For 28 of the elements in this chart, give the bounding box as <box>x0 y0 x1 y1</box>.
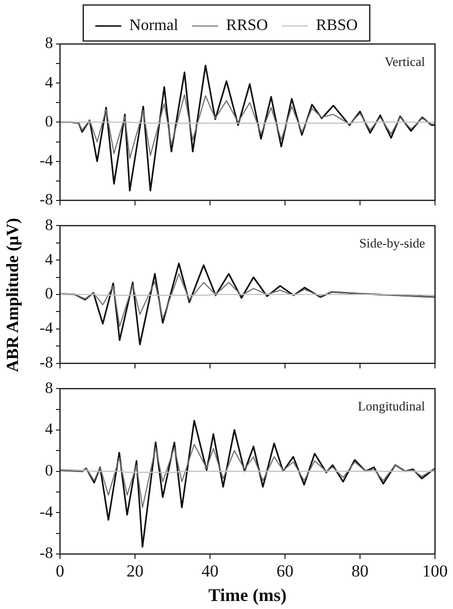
x-tick-label: 20 <box>126 562 144 581</box>
annotation: Side-by-side <box>359 236 426 251</box>
y-tick-label: -8 <box>40 192 53 209</box>
y-axis-title: ABR Amplitude (μV) <box>3 216 23 374</box>
x-tick-label: 80 <box>352 562 368 581</box>
legend-label: Normal <box>129 17 179 34</box>
y-tick-label: 0 <box>45 286 53 303</box>
y-tick-label: -4 <box>40 504 53 521</box>
y-tick-label: -8 <box>40 545 53 562</box>
x-tick-label: 60 <box>276 562 294 581</box>
annotation: Longitudinal <box>358 398 426 414</box>
y-tick-label: 8 <box>45 216 53 234</box>
y-tick-label: -8 <box>40 354 53 372</box>
y-tick-label: -4 <box>40 320 53 338</box>
y-tick-label: 0 <box>45 113 53 130</box>
annotation: Vertical <box>384 54 426 69</box>
x-tick-label: 100 <box>422 562 448 581</box>
x-tick-label: 40 <box>202 562 218 581</box>
y-tick-label: 4 <box>45 421 53 438</box>
y-tick-label: 8 <box>45 35 53 52</box>
y-tick-label: 4 <box>45 74 53 92</box>
legend-label: RBSO <box>316 17 358 34</box>
y-tick-label: 4 <box>45 251 53 268</box>
y-tick-label: 8 <box>45 380 53 397</box>
legend-label: RRSO <box>226 17 268 34</box>
y-tick-label: -4 <box>40 152 53 170</box>
x-axis-title: Time (ms) <box>208 584 287 605</box>
y-tick-label: 0 <box>45 462 53 480</box>
